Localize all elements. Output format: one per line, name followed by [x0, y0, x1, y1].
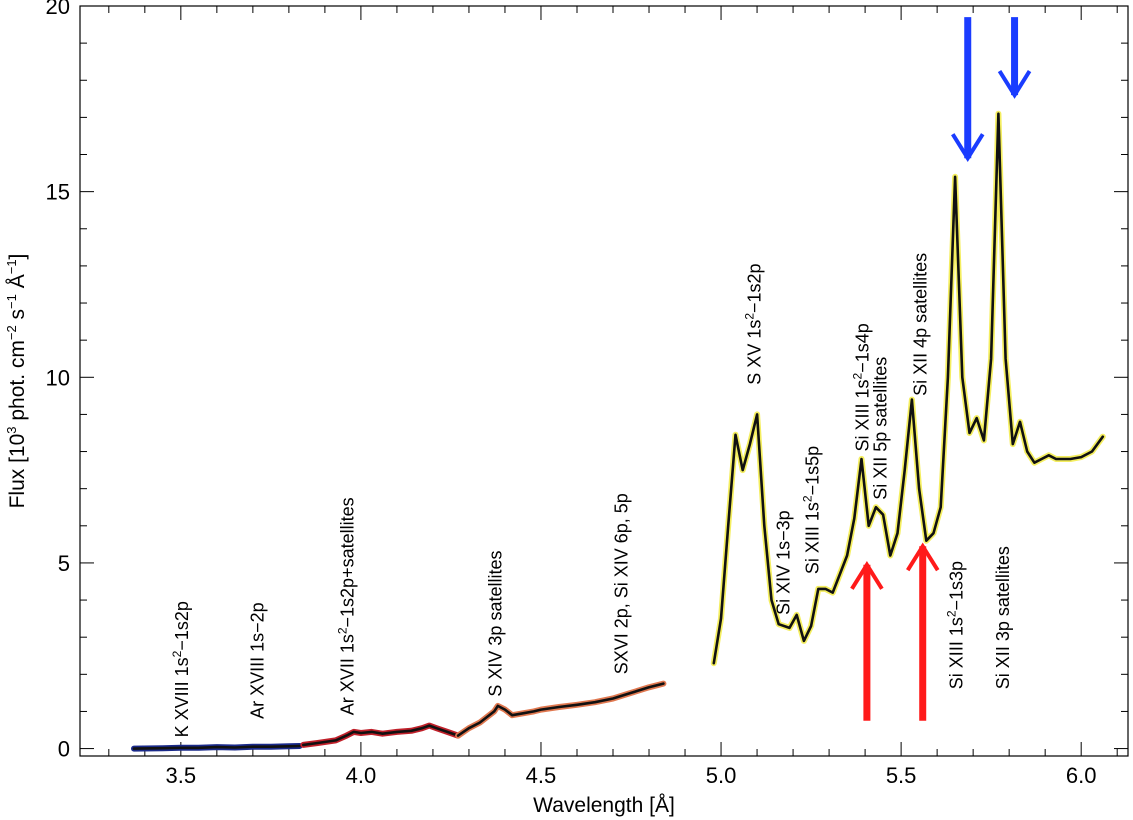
x-tick-label: 4.5: [526, 763, 557, 788]
y-tick-label: 20: [46, 0, 70, 19]
annotation-label: SXVI 2p, Si XIV 6p, 5p: [611, 493, 631, 674]
x-tick-label: 6.0: [1066, 763, 1097, 788]
annotation-label: S XIV 3p satellites: [485, 551, 505, 697]
arrow-up-head: [850, 561, 884, 590]
y-tick-label: 15: [46, 180, 70, 205]
annotation-label: Si XII 5p satellites: [871, 357, 891, 500]
y-tick-label: 10: [46, 365, 70, 390]
x-tick-label: 3.5: [166, 763, 197, 788]
axis-ticks: 3.5 4.0 4.5 5.0 5.5 6.0 0 5 10 15 20: [46, 0, 1128, 788]
series-0-line: [132, 744, 302, 750]
annotation-label: Si XIII 1s2−1s5p: [800, 446, 822, 574]
series-3-halo: [710, 110, 1106, 667]
annotation-label: K XVIII 1s2−1s2p: [170, 601, 192, 737]
y-axis-label: Flux [103 phot. cm−2 s−1 Å−1]: [4, 254, 29, 509]
series-2-line: [456, 682, 665, 737]
series-1-line: [301, 724, 460, 747]
arrow-up-head: [906, 542, 940, 572]
x-tick-label: 5.0: [706, 763, 737, 788]
annotation-label: Si XIII 1s2−1s4p: [851, 323, 873, 451]
annotations-group: K XVIII 1s2−1s2p Ar XVIII 1s−2p Ar XVII 1s…: [170, 253, 1013, 738]
plot-frame: [79, 5, 1129, 757]
x-tick-label: 4.0: [346, 763, 377, 788]
annotation-label: Si XII 4p satellites: [910, 253, 930, 396]
arrows-group: [850, 17, 1032, 721]
annotation-label: Si XIV 1s−3p: [774, 510, 794, 615]
y-tick-label: 0: [58, 737, 70, 762]
annotation-label: Ar XVIII 1s−2p: [248, 602, 268, 719]
annotation-label: Si XIII 1s2−1s3p: [944, 561, 966, 689]
arrow-down-head: [997, 70, 1032, 99]
annotation-label: Ar XVII 1s2−1s2p+satellites: [336, 497, 358, 715]
annotation-label: S XV 1s2−1s2p: [743, 263, 765, 384]
series-3-line: [712, 112, 1105, 665]
y-tick-label: 5: [58, 551, 70, 576]
x-tick-label: 5.5: [886, 763, 917, 788]
x-axis-label: Wavelength [Å]: [533, 794, 675, 817]
arrow-down-head: [951, 133, 985, 163]
series-group: [131, 110, 1106, 752]
annotation-label: Si XII 3p satellites: [993, 546, 1013, 689]
